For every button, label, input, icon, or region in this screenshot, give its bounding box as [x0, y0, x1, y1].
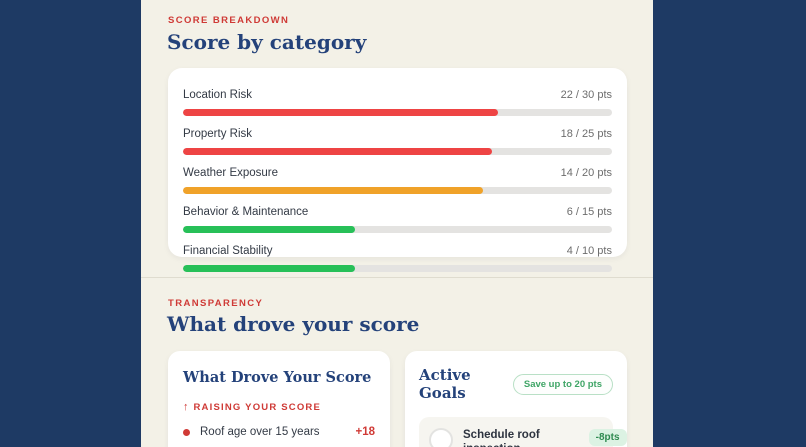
goal-item-schedule-roof-inspection[interactable]: Schedule roof inspection Could lower you… [419, 417, 627, 447]
save-points-badge: Save up to 20 pts [512, 373, 613, 395]
progress-track [183, 226, 612, 233]
goal-title: Schedule roof inspection [463, 429, 540, 447]
active-goals-card: Active Goals Save up to 20 pts Schedule … [405, 351, 627, 447]
score-row-behavior-maintenance: Behavior & Maintenance 6 / 15 pts [183, 206, 612, 233]
driver-item-roof-age: Roof age over 15 years +18 [183, 426, 375, 447]
score-row-financial-stability: Financial Stability 4 / 10 pts [183, 245, 612, 272]
raising-your-score-label: ↑ Raising your score [183, 401, 375, 413]
arrow-up-icon: ↑ [183, 401, 189, 413]
progress-bar [183, 148, 492, 155]
goal-text: Schedule roof inspection Could lower you… [463, 428, 579, 447]
progress-track [183, 187, 612, 194]
category-points: 14 / 20 pts [560, 167, 612, 179]
driver-delta: +18 [355, 426, 375, 438]
transparency-eyebrow: Transparency [168, 298, 264, 309]
category-points: 18 / 25 pts [560, 128, 612, 140]
progress-bar [183, 187, 484, 194]
category-label: Location Risk [183, 89, 253, 101]
progress-bar [183, 265, 355, 272]
progress-bar [183, 226, 355, 233]
main-content: Score breakdown Score by category Locati… [141, 0, 653, 447]
progress-track [183, 148, 612, 155]
goals-header: Active Goals Save up to 20 pts [419, 366, 613, 402]
category-label: Property Risk [183, 128, 253, 140]
goal-delta-badge: -8pts [588, 429, 627, 446]
score-by-category-title: Score by category [167, 30, 367, 54]
category-points: 4 / 10 pts [566, 245, 612, 257]
raising-label-text: Raising your score [193, 401, 322, 413]
goal-checkbox[interactable] [429, 428, 453, 447]
score-row-property-risk: Property Risk 18 / 25 pts [183, 128, 612, 155]
drivers-card-title: What Drove Your Score [183, 369, 372, 386]
driver-label: Roof age over 15 years [200, 426, 320, 438]
score-row-weather-exposure: Weather Exposure 14 / 20 pts [183, 167, 612, 194]
transparency-cards-row: What Drove Your Score ↑ Raising your sco… [168, 351, 627, 447]
category-points: 22 / 30 pts [560, 89, 612, 101]
score-row-location-risk: Location Risk 22 / 30 pts [183, 89, 612, 116]
progress-track [183, 109, 612, 116]
progress-bar [183, 109, 498, 116]
score-breakdown-eyebrow: Score breakdown [168, 15, 290, 26]
score-category-card: Location Risk 22 / 30 pts Property Risk … [168, 68, 627, 272]
category-label: Financial Stability [183, 245, 273, 257]
category-label: Weather Exposure [183, 167, 279, 179]
goals-card-title: Active Goals [419, 366, 471, 402]
progress-track [183, 265, 612, 272]
drivers-card: What Drove Your Score ↑ Raising your sco… [168, 351, 390, 447]
category-points: 6 / 15 pts [566, 206, 612, 218]
section-divider [141, 277, 653, 278]
what-drove-your-score-title: What drove your score [167, 312, 420, 336]
category-label: Behavior & Maintenance [183, 206, 309, 218]
bullet-dot-icon [183, 428, 190, 436]
